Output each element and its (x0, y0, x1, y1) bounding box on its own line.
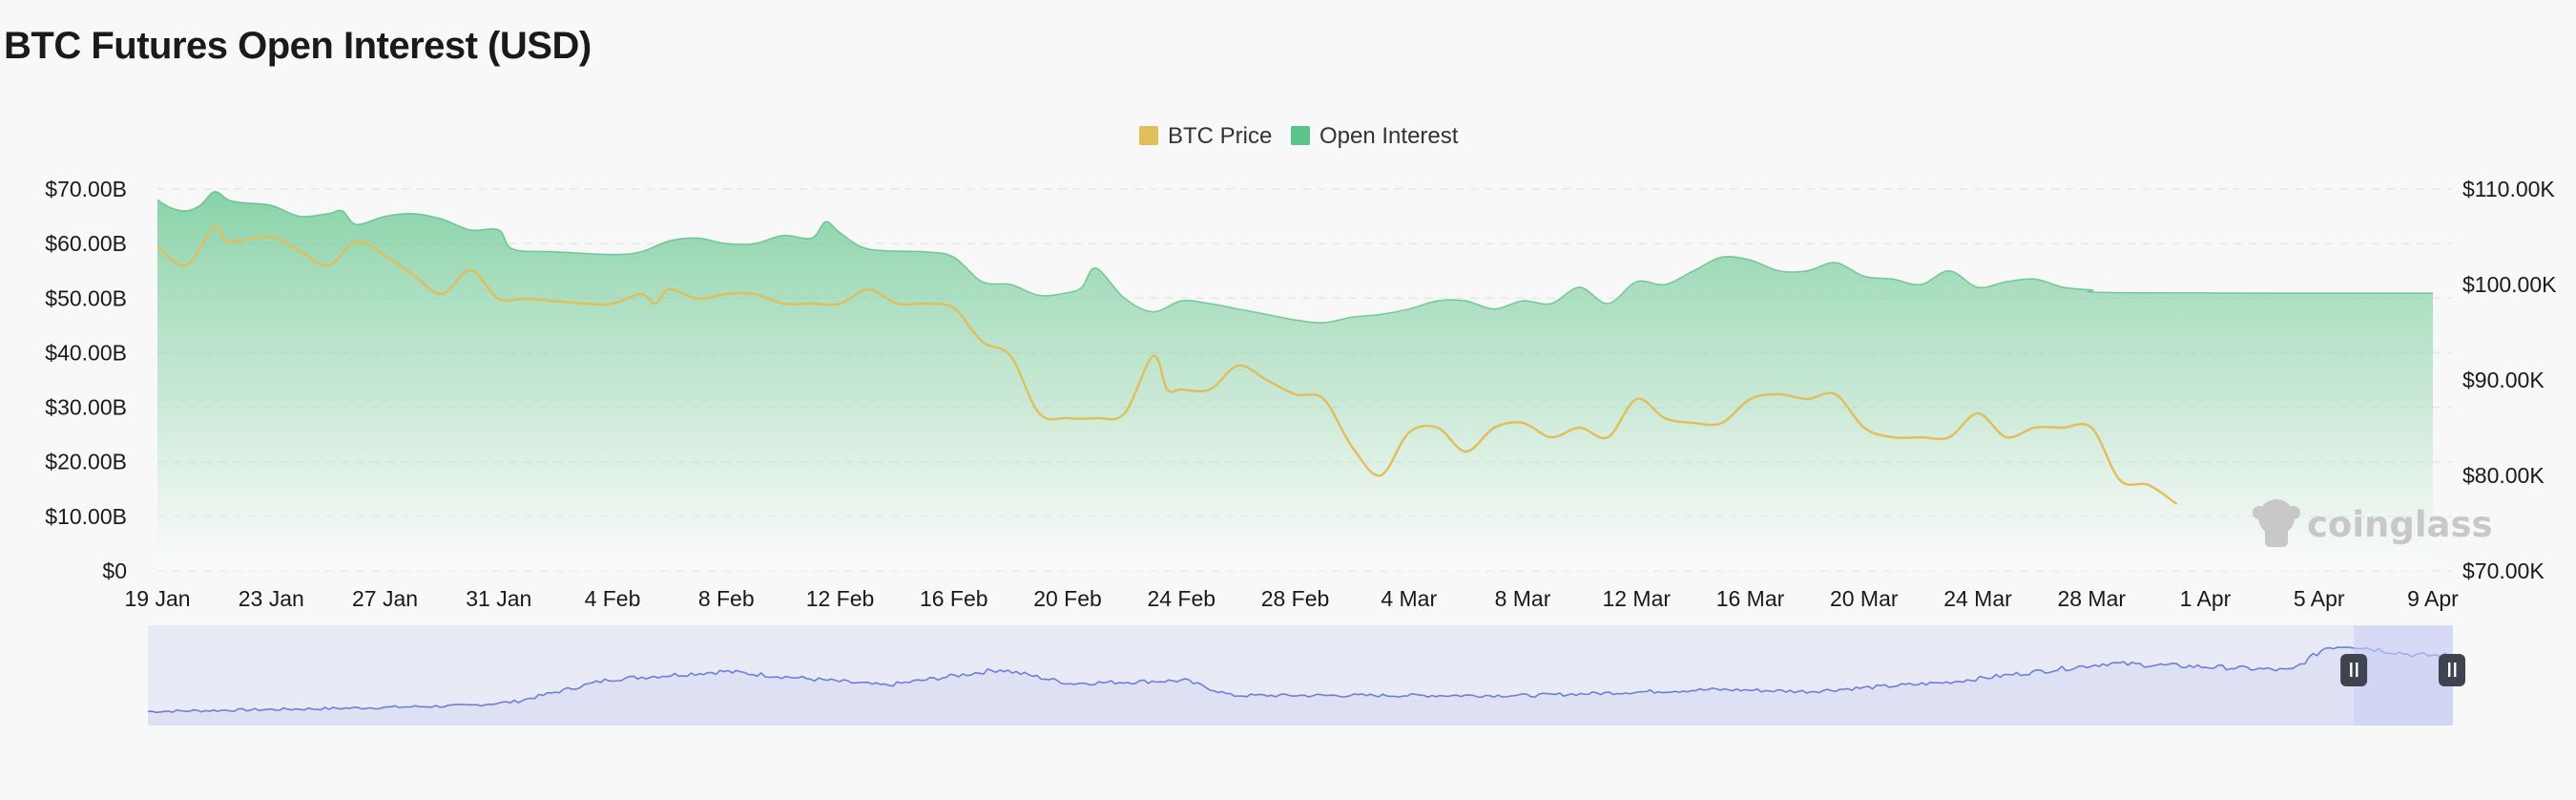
x-tick-label: 1 Apr (2180, 586, 2232, 611)
navigator-handle-right[interactable] (2439, 654, 2465, 686)
x-tick-label: 4 Feb (585, 586, 641, 611)
x-tick-label: 12 Mar (1602, 586, 1671, 611)
y-right-tick-label: $110.00K (2462, 177, 2555, 201)
legend-marker-btc-price (1139, 126, 1158, 145)
navigator-handle-left[interactable] (2340, 654, 2368, 686)
x-tick-label: 8 Mar (1495, 586, 1551, 611)
x-axis: 19 Jan 23 Jan 27 Jan 31 Jan 4 Feb 8 Feb 12 Feb… (124, 586, 2459, 611)
y-right-tick-label: $100.00K (2462, 272, 2557, 297)
navigator-area (148, 646, 2453, 726)
x-tick-label: 16 Feb (920, 586, 988, 611)
legend[interactable]: BTC Price Open Interest (1139, 123, 1459, 149)
x-tick-label: 28 Mar (2057, 586, 2126, 611)
x-tick-label: 23 Jan (239, 586, 304, 611)
x-tick-label: 31 Jan (466, 586, 531, 611)
y-left-tick-label: $20.00B (45, 450, 127, 474)
x-tick-label: 20 Mar (1830, 586, 1899, 611)
range-navigator[interactable] (147, 625, 2465, 726)
y-left-tick-label: $60.00B (45, 231, 127, 256)
legend-label-open-interest[interactable]: Open Interest (1319, 123, 1459, 149)
legend-label-btc-price[interactable]: BTC Price (1168, 123, 1272, 149)
x-tick-label: 19 Jan (124, 586, 190, 611)
series-layer (156, 191, 2434, 571)
y-right-tick-label: $80.00K (2462, 463, 2545, 488)
page-title: BTC Futures Open Interest (USD) (4, 25, 592, 67)
svg-text:coinglass: coinglass (2307, 504, 2493, 545)
y-left-tick-label: $40.00B (45, 340, 127, 365)
x-tick-label: 9 Apr (2407, 586, 2459, 611)
x-tick-label: 8 Feb (698, 586, 755, 611)
legend-marker-open-interest (1291, 126, 1310, 145)
x-tick-label: 20 Feb (1033, 586, 1102, 611)
y-left-tick-label: $30.00B (45, 395, 127, 420)
x-tick-label: 5 Apr (2294, 586, 2345, 611)
y-right-tick-label: $70.00K (2462, 558, 2545, 583)
x-tick-label: 12 Feb (806, 586, 875, 611)
open-interest-line (156, 191, 2434, 324)
coinglass-watermark: coinglass (2253, 499, 2493, 547)
open-interest-area (157, 191, 2433, 571)
navigator-selection[interactable] (2354, 625, 2453, 726)
coinglass-logo-icon (2253, 499, 2300, 547)
x-tick-label: 28 Feb (1261, 586, 1330, 611)
y-axis-right: $70.00K $80.00K $90.00K $100.00K $110.00K (2462, 177, 2557, 583)
y-left-tick-label: $0 (102, 558, 127, 583)
y-right-tick-label: $90.00K (2462, 368, 2545, 392)
x-tick-label: 24 Mar (1943, 586, 2012, 611)
x-tick-label: 16 Mar (1716, 586, 1785, 611)
btc-price-line (156, 225, 2178, 506)
y-axis-left: $0 $10.00B $20.00B $30.00B $40.00B $50.00B $60… (45, 177, 127, 583)
x-tick-label: 27 Jan (352, 586, 418, 611)
y-left-tick-label: $50.00B (45, 285, 127, 310)
x-tick-label: 24 Feb (1147, 586, 1215, 611)
navigator-line (147, 646, 2454, 714)
y-left-tick-label: $70.00B (45, 177, 127, 201)
y-left-tick-label: $10.00B (45, 504, 127, 529)
x-tick-label: 4 Mar (1381, 586, 1437, 611)
